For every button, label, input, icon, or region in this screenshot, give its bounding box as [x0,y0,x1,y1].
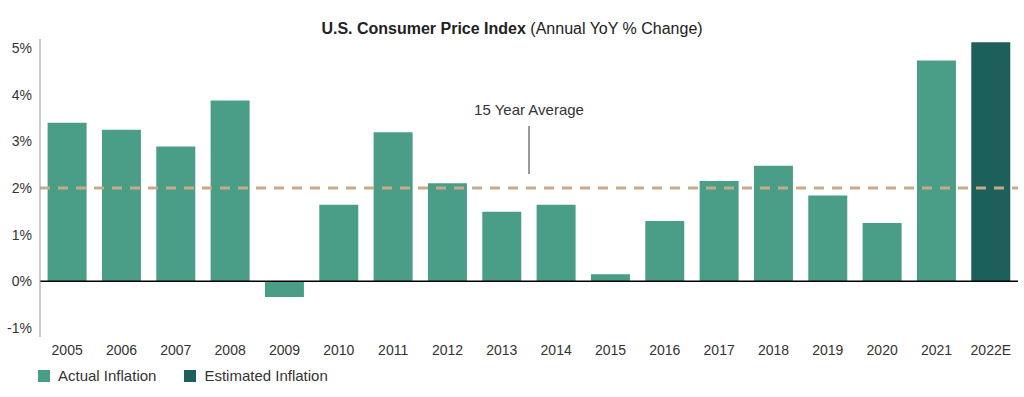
svg-text:2019: 2019 [812,342,843,358]
svg-text:0%: 0% [12,273,32,289]
svg-text:2016: 2016 [649,342,680,358]
svg-text:2007: 2007 [160,342,191,358]
html-text:U.S. Consumer Price Index (Ann: U.S. Consumer Price Index (Annual YoY % … [321,20,703,37]
svg-text:1%: 1% [12,227,32,243]
svg-text:3%: 3% [12,133,32,149]
svg-text:2013: 2013 [486,342,517,358]
svg-text:2010: 2010 [323,342,354,358]
svg-text:2008: 2008 [215,342,246,358]
svg-text:2%: 2% [12,180,32,196]
html-text:Actual Inflation: Actual Inflation [58,367,157,384]
svg-text:5%: 5% [12,40,32,56]
svg-text:2005: 2005 [52,342,83,358]
svg-text:2006: 2006 [106,342,137,358]
svg-text:2011: 2011 [378,342,408,358]
html-text:Estimated Inflation: Estimated Inflation [204,367,328,384]
svg-text:4%: 4% [12,87,32,103]
svg-text:15 Year Average: 15 Year Average [474,101,584,118]
svg-text:2020: 2020 [867,342,898,358]
svg-text:2017: 2017 [704,342,735,358]
svg-text:2012: 2012 [432,342,463,358]
svg-text:2014: 2014 [541,342,572,358]
svg-text:-1%: -1% [8,320,32,336]
svg-text:2022E: 2022E [971,342,1011,358]
svg-text:2018: 2018 [758,342,789,358]
svg-text:2009: 2009 [269,342,300,358]
svg-text:2021: 2021 [921,342,952,358]
svg-text:2015: 2015 [595,342,626,358]
